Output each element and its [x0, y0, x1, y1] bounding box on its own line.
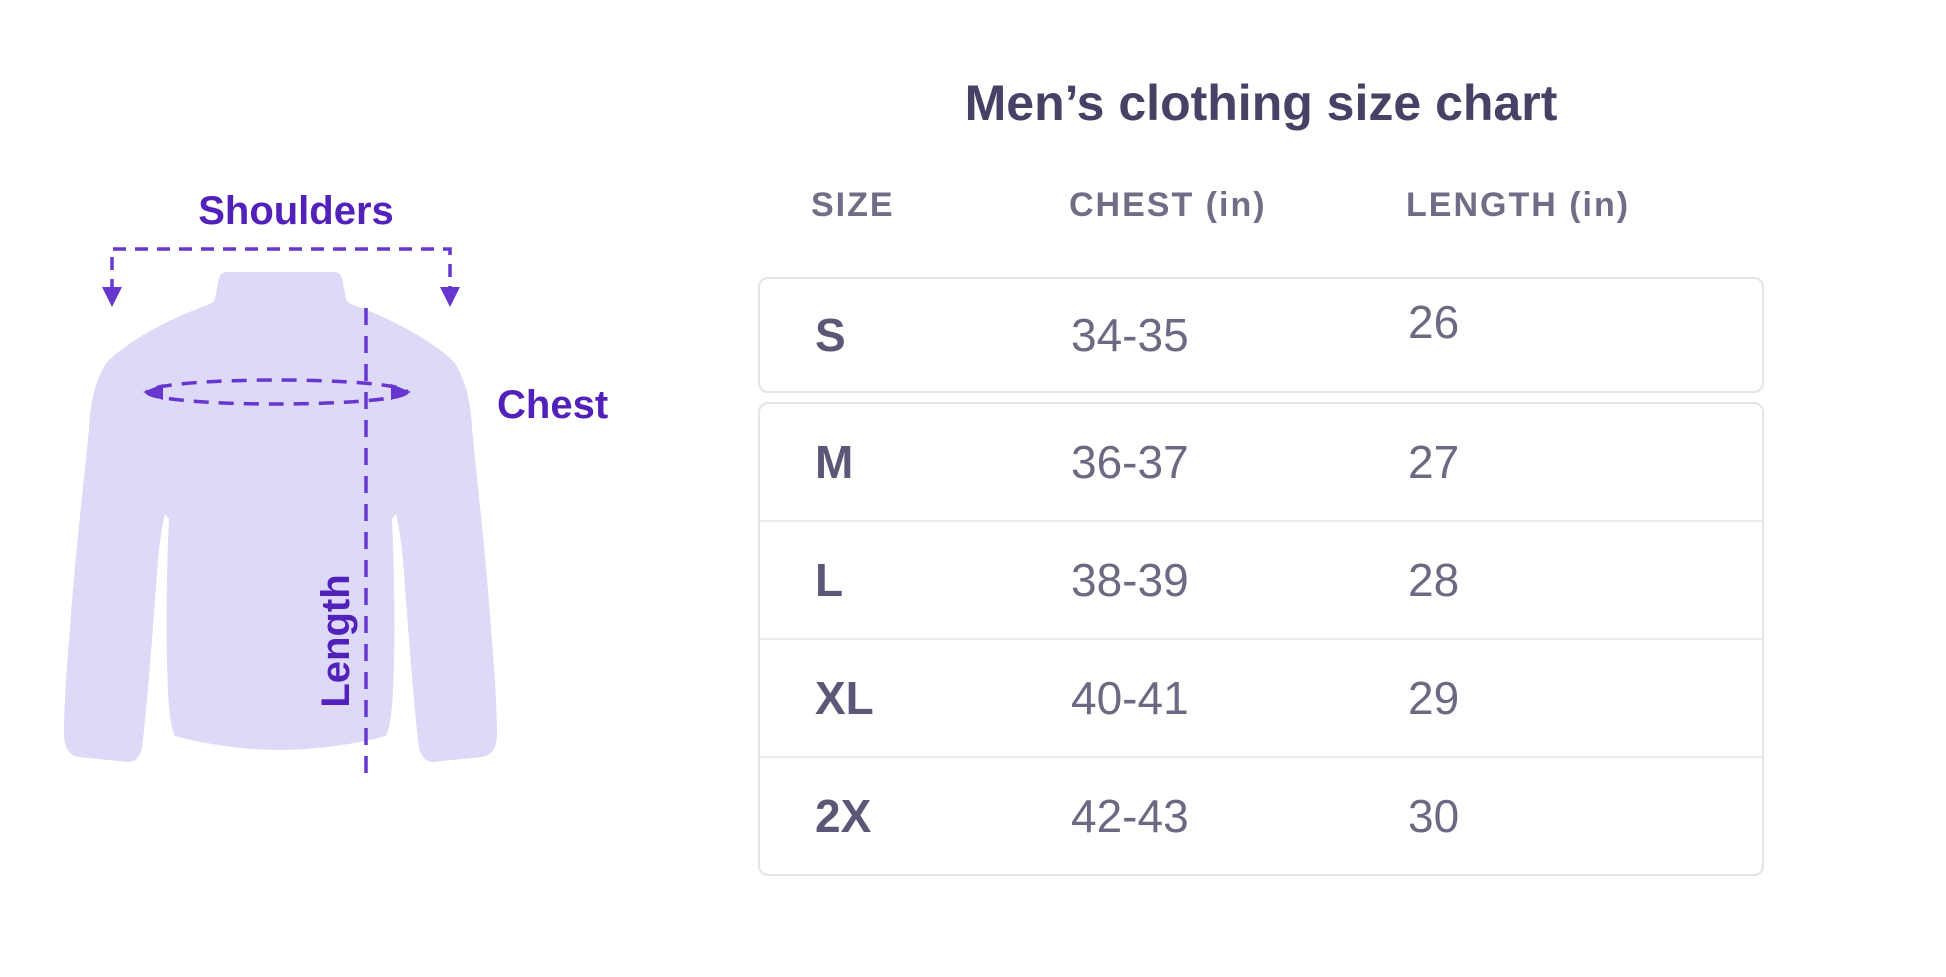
- size-cell: 2X: [815, 790, 872, 842]
- shoulders-arrow-left-icon: [102, 287, 122, 307]
- table-row: S 34-35 26: [760, 279, 1762, 391]
- length-label: Length: [314, 574, 358, 708]
- size-cell: XL: [815, 672, 874, 724]
- size-table-rest-box: M 36-37 27 L 38-39 28 XL 40-41 29 2X 42-…: [758, 402, 1764, 876]
- table-row: L 38-39 28: [760, 520, 1762, 638]
- chest-cell: 40-41: [1071, 672, 1189, 724]
- chest-cell: 42-43: [1071, 790, 1189, 842]
- shirt-silhouette: [64, 272, 497, 762]
- shirt-diagram-graphic: [64, 247, 497, 781]
- length-cell: 30: [1408, 790, 1460, 842]
- size-cell: S: [815, 309, 846, 361]
- size-cell: M: [815, 436, 854, 488]
- shoulders-label: Shoulders: [198, 189, 394, 233]
- page-title: Men’s clothing size chart: [964, 75, 1558, 131]
- chest-cell: 36-37: [1071, 436, 1189, 488]
- length-cell: 27: [1408, 436, 1460, 488]
- table-row: M 36-37 27: [760, 404, 1762, 520]
- column-header-chest: CHEST (in): [1069, 186, 1267, 224]
- shoulders-arrow-right-icon: [440, 287, 460, 307]
- table-row: XL 40-41 29: [760, 638, 1762, 756]
- chest-arrow-right-icon: [391, 384, 411, 400]
- chest-cell: 34-35: [1071, 309, 1189, 361]
- shoulders-bracket-dashed-line: [110, 247, 452, 292]
- chest-label: Chest: [497, 383, 609, 427]
- column-header-size: SIZE: [811, 186, 895, 224]
- size-cell: L: [815, 554, 844, 606]
- table-column-headers: SIZE CHEST (in) LENGTH (in): [758, 188, 1764, 224]
- chest-cell: 38-39: [1071, 554, 1189, 606]
- chest-arrow-left-icon: [143, 384, 163, 400]
- length-cell: 26: [1408, 296, 1460, 348]
- length-cell: 28: [1408, 554, 1460, 606]
- table-row: 2X 42-43 30: [760, 756, 1762, 874]
- length-cell: 29: [1408, 672, 1460, 724]
- column-header-length: LENGTH (in): [1406, 186, 1631, 224]
- size-table-first-box: S 34-35 26: [758, 277, 1764, 393]
